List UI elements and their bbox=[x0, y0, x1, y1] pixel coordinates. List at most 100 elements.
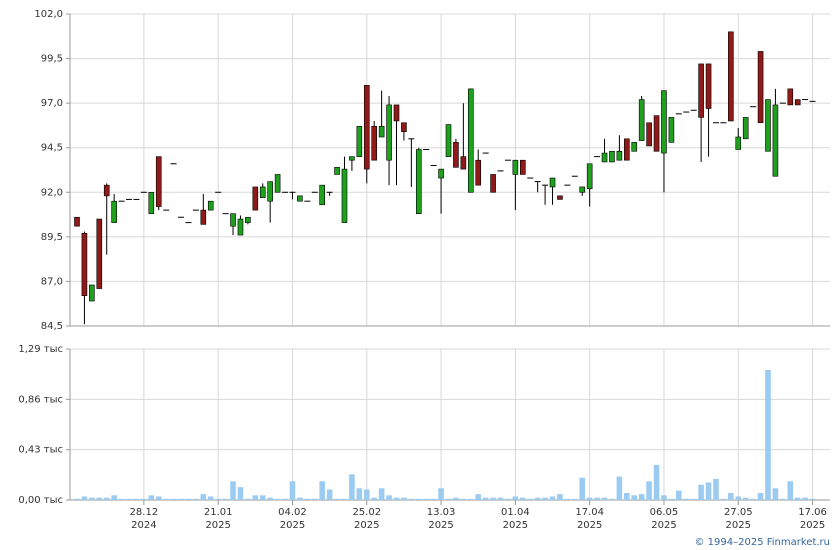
candle-body bbox=[274, 174, 281, 193]
y-tick-label: 97,0 bbox=[41, 98, 63, 109]
candle-body bbox=[74, 216, 80, 227]
candle-body bbox=[475, 159, 482, 186]
volume-bar bbox=[572, 498, 578, 500]
volume-bar bbox=[787, 481, 794, 500]
candle-body bbox=[371, 126, 378, 161]
volume-bar bbox=[460, 498, 467, 500]
candle-body bbox=[668, 117, 675, 143]
candle-body bbox=[96, 218, 103, 289]
candle-body bbox=[735, 136, 742, 150]
candle-body bbox=[148, 191, 155, 214]
candle-body bbox=[237, 218, 244, 236]
x-tick-year: 2025 bbox=[354, 520, 379, 531]
volume-bar bbox=[141, 498, 147, 500]
volume-bar bbox=[178, 498, 184, 500]
candle-body bbox=[661, 90, 667, 154]
candle-body bbox=[460, 156, 467, 170]
volume-bar bbox=[363, 489, 370, 500]
volume-bar bbox=[356, 488, 363, 500]
candle-body bbox=[200, 209, 207, 225]
volume-bar bbox=[423, 498, 430, 500]
volume-bar bbox=[676, 490, 682, 500]
candle-body bbox=[705, 63, 712, 109]
y-tick-label: 0,43 тыс bbox=[18, 445, 63, 456]
volume-bar bbox=[326, 489, 333, 500]
volume-bar bbox=[609, 498, 615, 500]
volume-bar bbox=[653, 464, 660, 500]
volume-bar bbox=[401, 497, 407, 500]
x-tick-label: 17.06 bbox=[798, 507, 827, 518]
x-tick-year: 2025 bbox=[800, 520, 825, 531]
volume-bar bbox=[505, 498, 511, 500]
x-tick-year: 2025 bbox=[503, 520, 528, 531]
volume-bar bbox=[304, 498, 311, 500]
volume-bar bbox=[735, 496, 742, 500]
volume-bar bbox=[757, 492, 764, 500]
candle-body bbox=[757, 51, 764, 124]
volume-bar bbox=[341, 498, 348, 500]
volume-bar bbox=[765, 370, 771, 500]
volume-bar bbox=[319, 481, 325, 500]
volume-bar bbox=[638, 494, 645, 500]
volume-bar bbox=[579, 477, 586, 500]
candle-body bbox=[349, 156, 355, 161]
volume-bar bbox=[742, 497, 749, 500]
x-tick-year: 2025 bbox=[428, 520, 453, 531]
x-tick-label: 01.04 bbox=[501, 507, 530, 518]
candle-body bbox=[341, 168, 348, 223]
volume-bar bbox=[809, 498, 816, 500]
volume-bar bbox=[126, 498, 132, 500]
candle-body bbox=[207, 200, 214, 211]
x-tick-label: 21.01 bbox=[204, 507, 233, 518]
x-tick-label: 27.05 bbox=[724, 507, 753, 518]
candle-body bbox=[230, 213, 236, 227]
volume-bar bbox=[393, 497, 400, 500]
candle-body bbox=[549, 177, 556, 188]
volume-bar bbox=[720, 498, 727, 500]
candle-body bbox=[103, 184, 110, 197]
x-tick-year: 2025 bbox=[726, 520, 751, 531]
volume-bar bbox=[594, 497, 600, 500]
volume-bar bbox=[490, 497, 496, 500]
volume-bar bbox=[430, 498, 437, 500]
x-tick-label: 17.04 bbox=[575, 507, 604, 518]
volume-bar bbox=[289, 481, 296, 500]
candle-body bbox=[638, 99, 645, 141]
volume-bar bbox=[111, 495, 117, 500]
volume-bar bbox=[438, 488, 444, 500]
x-tick-label: 28.12 bbox=[130, 507, 159, 518]
volume-bar bbox=[200, 494, 207, 500]
volume-bar bbox=[520, 497, 526, 500]
volume-bar bbox=[237, 487, 244, 500]
candle-body bbox=[772, 104, 779, 177]
volume-bar bbox=[274, 498, 281, 500]
volume-bar bbox=[89, 497, 95, 500]
volume-bar bbox=[267, 497, 273, 500]
volume-bar bbox=[170, 498, 177, 500]
candle-body bbox=[297, 195, 303, 202]
volume-bar bbox=[534, 497, 541, 500]
volume-bar bbox=[646, 481, 652, 500]
volume-bar bbox=[215, 498, 221, 500]
volume-bar bbox=[549, 496, 556, 500]
volume-bar bbox=[453, 497, 459, 500]
x-tick-year: 2025 bbox=[651, 520, 676, 531]
candle-body bbox=[653, 115, 660, 152]
y-tick-label: 99,5 bbox=[41, 54, 63, 65]
candle-body bbox=[631, 142, 638, 152]
candle-body bbox=[742, 117, 749, 140]
x-tick-label: 13.03 bbox=[427, 507, 456, 518]
y-tick-label: 0,86 тыс bbox=[18, 394, 63, 405]
volume-bar bbox=[780, 498, 786, 500]
candle-body bbox=[386, 104, 392, 161]
candle-body bbox=[401, 122, 407, 132]
volume-bar bbox=[378, 488, 385, 500]
volume-bar bbox=[482, 497, 489, 500]
candle-body bbox=[445, 124, 452, 157]
volume-bar bbox=[371, 497, 377, 500]
volume-bar bbox=[155, 496, 162, 500]
x-tick-label: 25.02 bbox=[352, 507, 381, 518]
y-tick-label: 94,5 bbox=[41, 143, 63, 154]
volume-bar bbox=[497, 497, 504, 500]
y-tick-label: 87,0 bbox=[41, 276, 63, 287]
